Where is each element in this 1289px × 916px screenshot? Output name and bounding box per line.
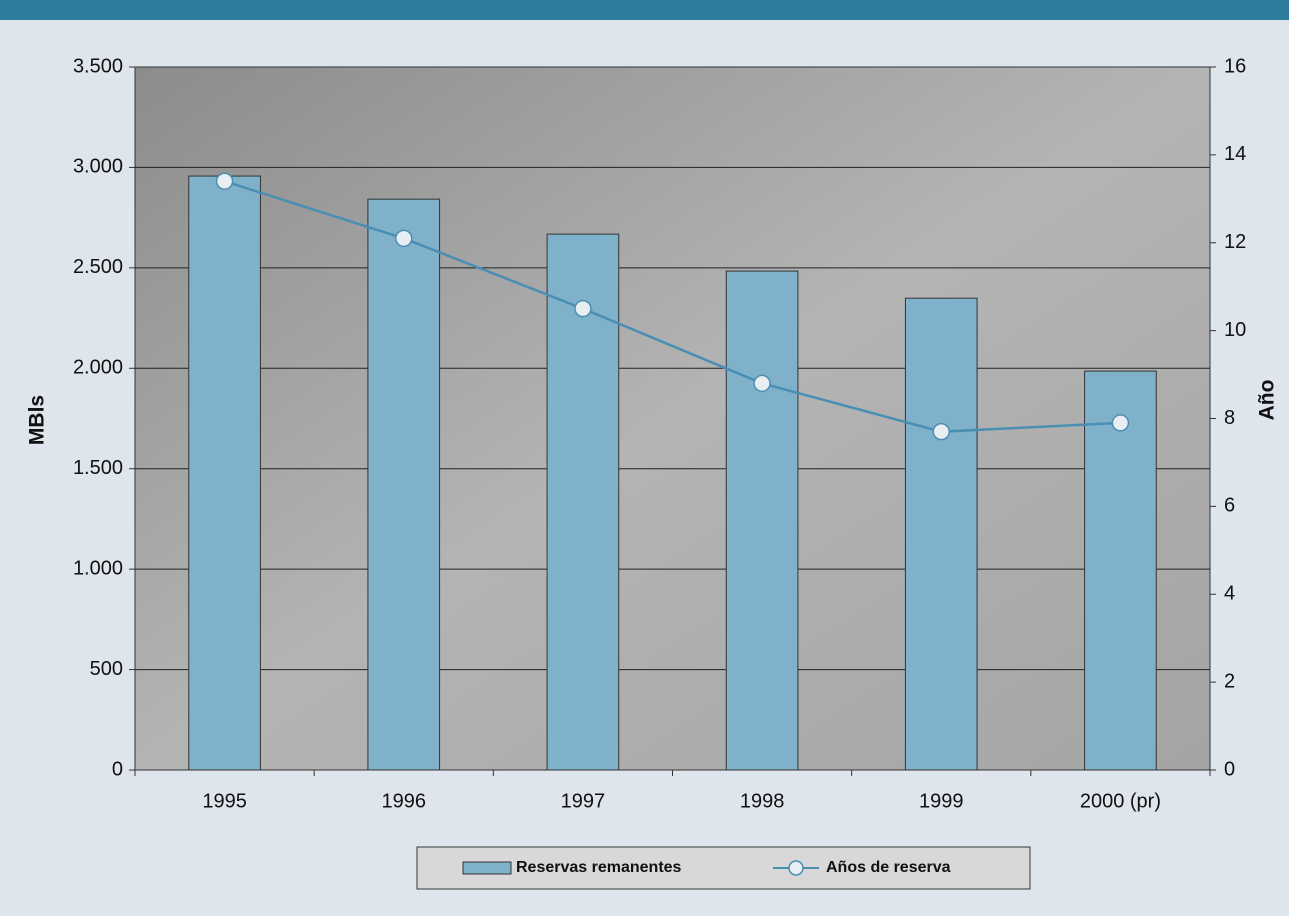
y-axis-title: MBls [26, 395, 49, 445]
y2-tick-label: 4 [1224, 583, 1235, 605]
y-tick-label: 500 [90, 658, 123, 680]
x-tick-label: 1996 [382, 790, 427, 812]
line-marker [753, 374, 771, 393]
bar [546, 233, 620, 771]
line-marker [1111, 414, 1130, 432]
legend-label: Años de reserva [826, 859, 951, 876]
bar [188, 175, 261, 771]
y2-tick-label: 16 [1224, 55, 1246, 77]
y-tick-label: 3.000 [73, 156, 123, 178]
y2-axis-title: Año [1256, 380, 1279, 421]
x-tick-label: 1999 [919, 790, 964, 812]
y-tick-label: 0 [112, 758, 123, 780]
x-tick-label: 1995 [202, 790, 247, 812]
y2-tick-label: 2 [1224, 670, 1235, 692]
bar [904, 297, 978, 771]
y2-tick-label: 14 [1224, 143, 1246, 165]
line-marker [395, 229, 413, 248]
x-tick-label: 1998 [740, 790, 785, 812]
line-marker [215, 172, 234, 190]
y-tick-label: 3.500 [73, 55, 123, 77]
bar [367, 198, 441, 771]
y-tick-label: 2.000 [73, 357, 123, 379]
header-bar [0, 0, 1289, 20]
line [224, 180, 1121, 433]
bar [1084, 370, 1157, 771]
line-marker [574, 299, 592, 318]
x-tick-label: 2000 (pr) [1080, 790, 1161, 812]
y2-tick-label: 8 [1224, 407, 1235, 429]
legend-swatch [462, 861, 512, 875]
legend-label: Reservas remanentes [516, 859, 682, 876]
y2-tick-label: 0 [1224, 758, 1235, 780]
y2-tick-label: 10 [1224, 319, 1246, 341]
y2-tick-label: 12 [1224, 231, 1246, 253]
legend [416, 846, 1031, 890]
legend-marker [788, 860, 804, 876]
y-tick-label: 1.000 [73, 557, 123, 579]
bar [725, 270, 799, 771]
y-tick-label: 1.500 [73, 457, 123, 479]
y-tick-label: 2.500 [73, 256, 123, 278]
plot-area [134, 66, 1211, 771]
x-tick-label: 1997 [561, 790, 606, 812]
line-marker [932, 422, 950, 441]
y2-tick-label: 6 [1224, 495, 1235, 517]
